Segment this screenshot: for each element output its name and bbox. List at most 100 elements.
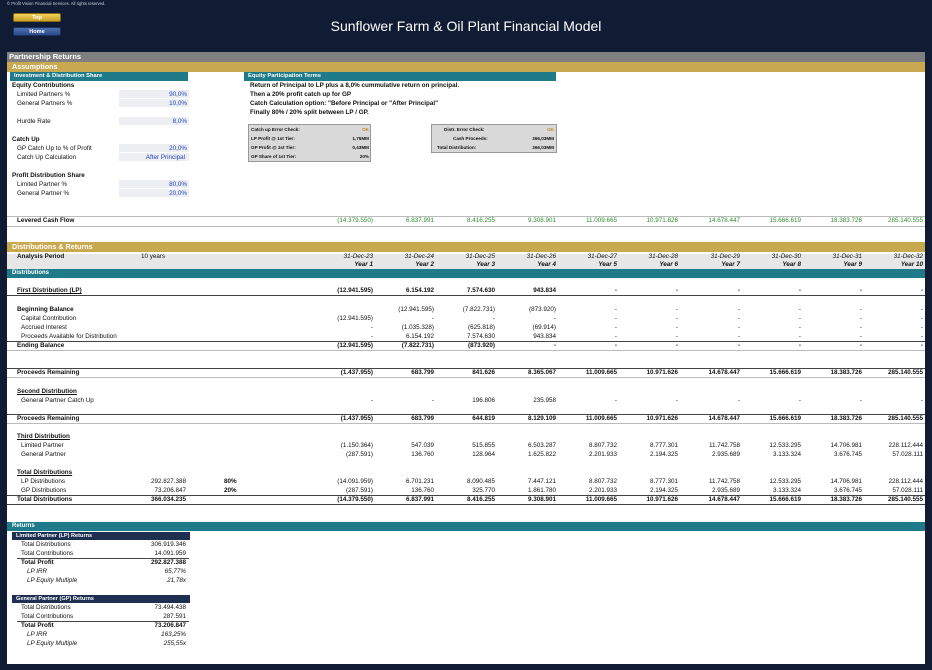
beg-bal-label: Beginning Balance [17,306,74,313]
lp-pct-input[interactable] [119,90,189,98]
pds-lp-label: Limited Partner % [17,181,68,188]
gp-catchup-value: 20,0% [169,145,187,152]
proceeds-avail-cell: 943.834 [533,333,556,340]
lp-tier-label: LP Profit @ 1st Tier: [251,136,295,141]
gp-catchup-cell: 235.958 [533,397,556,404]
gp-dist-cell: 3.676.745 [833,487,862,494]
end-bal-cell: (7.822.731) [401,342,434,349]
first-dist-cell: - [859,287,862,294]
third-gp-cell: 1.625.822 [527,451,556,458]
first-dist-label: First Distribution (LP) [17,287,82,294]
third-lp-cell: 12.533.295 [769,442,801,449]
levered-cash-flow-cell: (14.379.550) [337,217,373,224]
proc-rem1-cell: 15.666.619 [769,369,801,376]
lp-dist-cell: (14.091.959) [337,478,373,485]
end-bal-label: Ending Balance [17,342,65,349]
gp-dist-share: 20% [224,487,237,494]
gp-catchup-label: GP Catch Up to % of Profit [17,145,92,152]
lp-total-dist-value: 306.919.346 [150,541,186,548]
third-lp-cell: 8.807.732 [588,442,617,449]
tot-dist-cell: 285.140.555 [887,496,923,503]
tot-dist-cell: 11.009.665 [585,496,617,503]
proc-rem1-cell: 285.140.555 [887,369,923,376]
levered-cash-flow-cell: 285.140.555 [887,217,923,224]
gp-catchup-input[interactable] [119,144,189,152]
third-gp-cell: 136.760 [411,451,434,458]
third-dist-label: Third Distribution [17,433,70,440]
first-dist-cell: 6.154.192 [405,287,434,294]
top-button[interactable]: Top [13,13,61,22]
gp-irr-value: 163,25% [161,631,186,638]
catchup-error-value: OK [362,127,369,132]
accrued-cell: (625.818) [468,324,495,331]
third-gp-cell: 57.028.111 [892,451,923,458]
period-date: 31-Dec-29 [710,253,740,260]
accrued-cell: - [737,324,740,331]
gp-dist-total: 73.206.847 [154,487,186,494]
period-year: Year 9 [843,261,862,268]
gp-dist-cell: 57.028.111 [892,487,923,494]
gp-catchup-cell: - [614,397,617,404]
catchup-calc-select[interactable] [119,153,189,161]
lp-dist-cell: 8.777.301 [649,478,678,485]
levered-cash-flow-cell: 15.666.619 [769,217,801,224]
gp-dist-cell: 1.861.780 [527,487,556,494]
pds-gp-input[interactable] [119,189,189,197]
proc-rem1-cell: 683.799 [411,369,434,376]
lp-total-profit-value: 292.827.388 [150,559,186,566]
period-date: 31-Dec-25 [465,253,495,260]
cap-contrib-label: Capital Contribution [21,315,77,322]
period-year: Year 3 [476,261,495,268]
beg-bal-cell: - [859,306,862,313]
proceeds-avail-cell: - [920,333,923,340]
catchup-check-box: Catch up Error Check: OK LP Profit @ 1st… [248,124,371,162]
gp-pct-input[interactable] [119,99,189,107]
terms-line-1: Return of Principal to LP plus a 8,0% cu… [250,82,460,89]
investment-share-header: Investment & Distribution Share [10,72,188,81]
cap-contrib-cell: - [737,315,740,322]
tot-dist-cell: 6.837.991 [405,496,434,503]
section-title: Partnership Returns [7,52,925,62]
equity-contributions-label: Equity Contributions [12,82,75,89]
gp-dist-cell: 2.201.933 [588,487,617,494]
accrued-cell: - [859,324,862,331]
gp-total-contrib-label: Total Contributions [21,613,74,620]
proc-rem2-cell: 18.383.726 [830,415,862,422]
analysis-period-label: Analysis Period [17,253,65,260]
home-button[interactable]: Home [13,27,61,36]
catchup-calc-value: After Principal [145,154,185,161]
third-lp-cell: 8.777.301 [649,442,678,449]
proc-rem1-cell: 11.009.665 [585,369,617,376]
lp-dist-cell: 228.112.444 [888,478,923,485]
proc-rem2-cell: 10.971.626 [646,415,678,422]
catchup-label: Catch Up [12,136,40,143]
gp-pct-label: General Partners % [17,100,73,107]
gp-dist-cell: 2.194.325 [649,487,678,494]
lp-dist-cell: 6.701.231 [405,478,434,485]
total-distribution-value: 366,03MM [532,145,554,150]
period-date: 31-Dec-32 [893,253,923,260]
second-dist-label: Second Distribution [17,388,77,395]
distr-error-value: OK [547,127,554,132]
end-bal-cell: - [614,342,617,349]
third-lp-cell: (1.150.364) [340,442,373,449]
pds-lp-input[interactable] [119,180,189,188]
gp-total-profit-label: Total Profit [21,622,54,629]
hurdle-input[interactable] [119,117,189,125]
period-year: Year 8 [782,261,801,268]
first-dist-cell: - [920,287,923,294]
catchup-calc-label: Catch Up Calculation [17,154,77,161]
third-gp-cell: 2.935.689 [711,451,740,458]
lp-dist-cell: 7.447.121 [527,478,556,485]
tot-dist-cell: 8.416.255 [466,496,495,503]
first-dist-cell: - [737,287,740,294]
accrued-cell: - [798,324,801,331]
third-gp-cell: 2.194.325 [649,451,678,458]
cash-proceeds-value: 366,03MM [532,136,554,141]
first-dist-cell: 943.834 [533,287,556,294]
lp-tier-value: 1,75MM [352,136,369,141]
lp-dist-share: 80% [224,478,237,485]
period-year: Year 1 [354,261,373,268]
period-date: 31-Dec-23 [343,253,373,260]
lp-multiple-label: LP Equity Multiple [27,577,78,584]
